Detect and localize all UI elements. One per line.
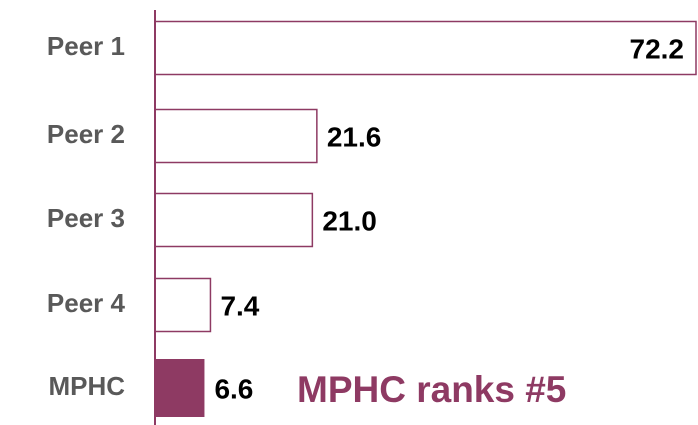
value-label: 7.4	[220, 290, 259, 321]
bar	[154, 277, 212, 333]
category-label: Peer 3	[47, 203, 125, 233]
value-label: 21.6	[327, 121, 382, 152]
bar	[154, 192, 314, 248]
bar	[154, 108, 318, 164]
category-label: Peer 2	[47, 119, 125, 149]
bar	[155, 359, 205, 417]
value-label: 72.2	[630, 33, 685, 64]
bar	[154, 20, 697, 76]
category-label: Peer 4	[47, 288, 126, 318]
value-label: 21.0	[322, 205, 377, 236]
value-label: 6.6	[214, 373, 253, 404]
category-label: Peer 1	[47, 31, 125, 61]
category-label: MPHC	[48, 371, 125, 401]
annotation: MPHC ranks #5	[297, 369, 566, 410]
